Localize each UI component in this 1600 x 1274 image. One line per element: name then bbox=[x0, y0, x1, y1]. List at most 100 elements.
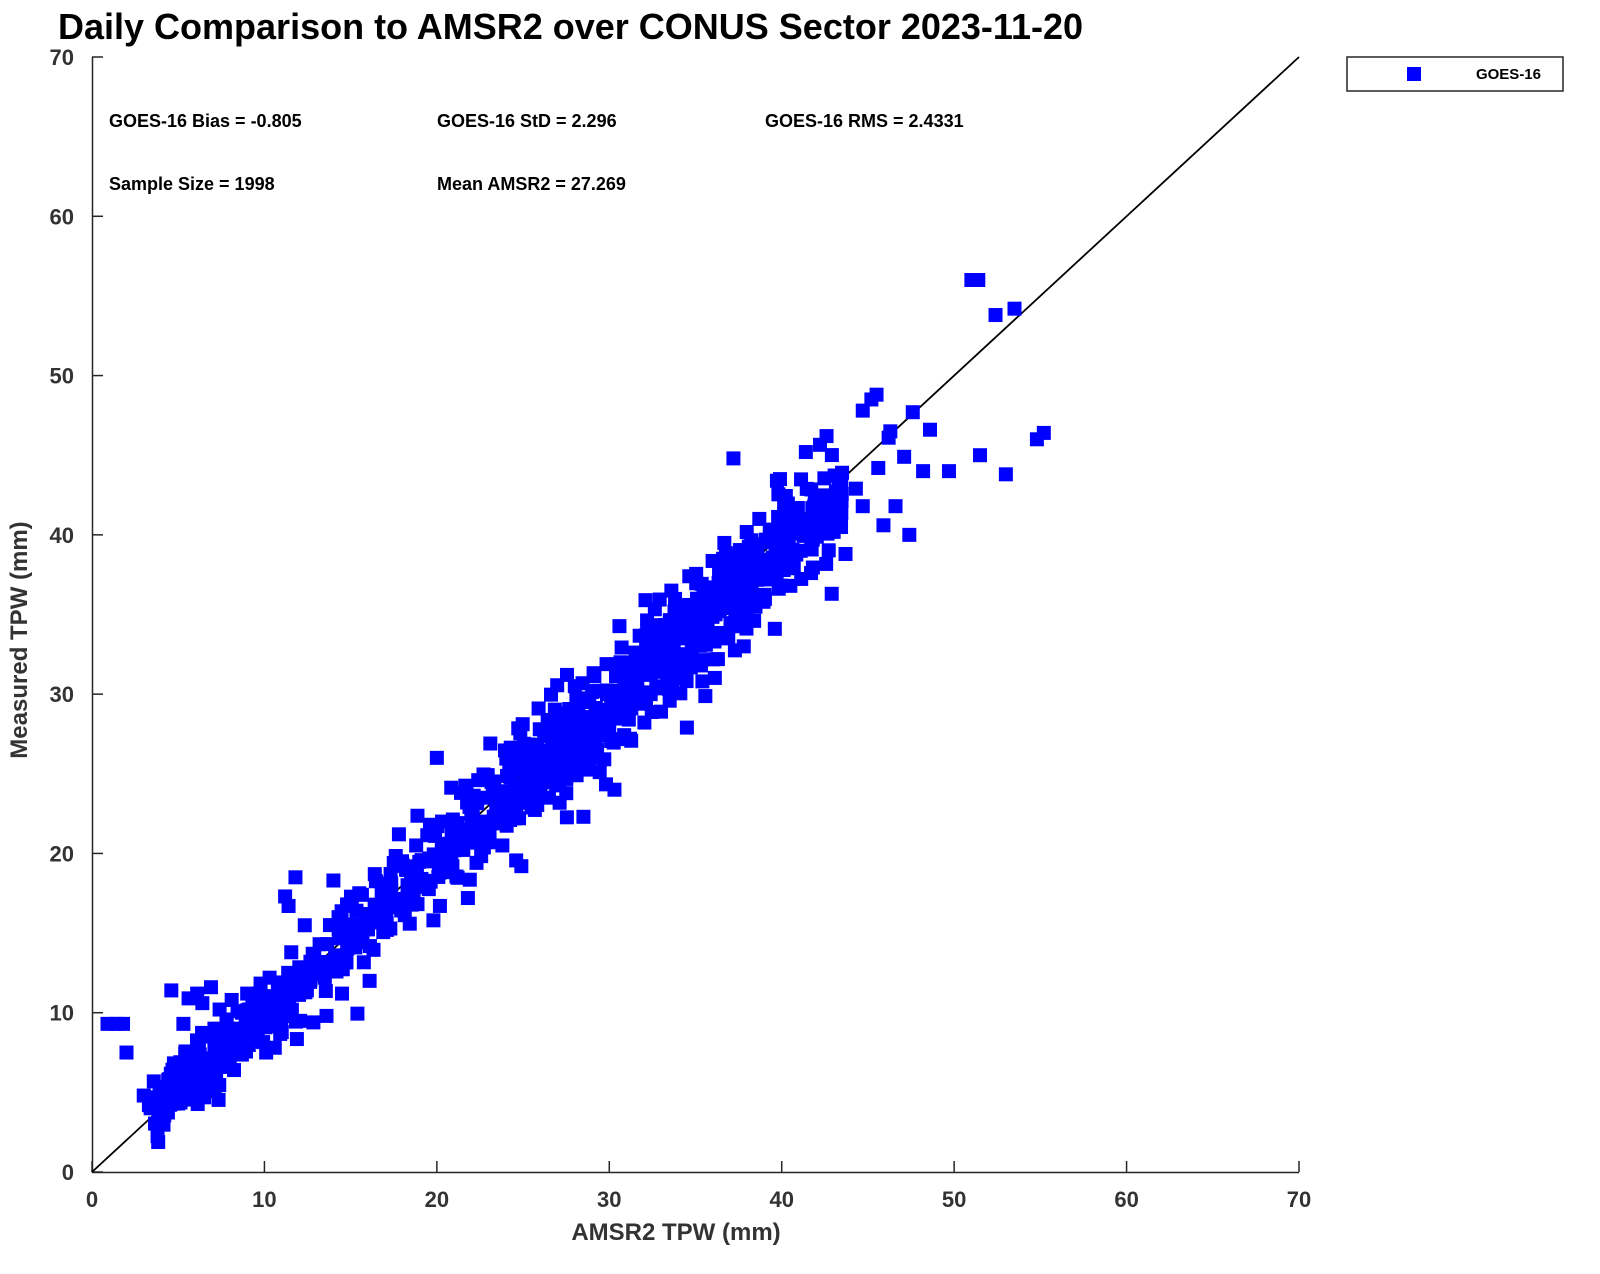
x-tick-label: 40 bbox=[769, 1187, 793, 1212]
data-point bbox=[821, 543, 836, 558]
data-point bbox=[495, 838, 510, 853]
data-point bbox=[676, 610, 691, 625]
stat-std: GOES-16 StD = 2.296 bbox=[437, 111, 617, 131]
data-point bbox=[319, 1008, 334, 1023]
data-point bbox=[288, 870, 303, 885]
data-point bbox=[665, 622, 680, 637]
data-point bbox=[116, 1016, 131, 1031]
data-point bbox=[119, 1045, 134, 1060]
data-point bbox=[723, 617, 738, 632]
data-point bbox=[164, 983, 179, 998]
data-point bbox=[462, 872, 477, 887]
data-point bbox=[211, 1032, 226, 1047]
data-point bbox=[429, 750, 444, 765]
data-point bbox=[204, 1067, 219, 1082]
y-tick-label: 60 bbox=[50, 204, 74, 229]
data-point bbox=[362, 939, 377, 954]
data-point bbox=[412, 854, 427, 869]
data-point bbox=[178, 1044, 193, 1059]
data-point bbox=[916, 464, 931, 479]
data-point bbox=[599, 657, 614, 672]
x-tick-label: 50 bbox=[942, 1187, 966, 1212]
data-point bbox=[621, 712, 636, 727]
data-point bbox=[293, 1013, 308, 1028]
data-point bbox=[354, 887, 369, 902]
data-point bbox=[819, 556, 834, 571]
data-point bbox=[532, 782, 547, 797]
data-point bbox=[598, 710, 613, 725]
data-point bbox=[824, 448, 839, 463]
data-point bbox=[998, 467, 1013, 482]
data-point bbox=[331, 922, 346, 937]
stat-sample-size: Sample Size = 1998 bbox=[109, 174, 275, 194]
data-point bbox=[368, 874, 383, 889]
data-point bbox=[612, 619, 627, 634]
data-point bbox=[774, 578, 789, 593]
data-point bbox=[769, 473, 784, 488]
y-axis-label: Measured TPW (mm) bbox=[6, 521, 33, 758]
data-point bbox=[788, 518, 803, 533]
data-point bbox=[379, 903, 394, 918]
data-point bbox=[537, 728, 552, 743]
data-point bbox=[483, 736, 498, 751]
data-point bbox=[223, 1023, 238, 1038]
data-point bbox=[246, 1013, 261, 1028]
data-point bbox=[805, 560, 820, 575]
data-point bbox=[902, 527, 917, 542]
data-point bbox=[647, 664, 662, 679]
data-point bbox=[493, 816, 508, 831]
data-point bbox=[331, 948, 346, 963]
data-point bbox=[179, 1060, 194, 1075]
data-point bbox=[585, 684, 600, 699]
data-point bbox=[537, 756, 552, 771]
data-point bbox=[383, 921, 398, 936]
data-point bbox=[604, 734, 619, 749]
data-point bbox=[224, 992, 239, 1007]
data-point bbox=[941, 464, 956, 479]
data-point bbox=[758, 532, 773, 547]
data-points bbox=[100, 273, 1051, 1149]
data-point bbox=[404, 875, 419, 890]
data-point bbox=[376, 893, 391, 908]
data-point bbox=[252, 986, 267, 1001]
data-point bbox=[481, 816, 496, 831]
data-point bbox=[614, 640, 629, 655]
data-point bbox=[804, 482, 819, 497]
data-point bbox=[550, 678, 565, 693]
data-point bbox=[731, 592, 746, 607]
data-point bbox=[727, 643, 742, 658]
data-point bbox=[511, 721, 526, 736]
data-point bbox=[289, 1032, 304, 1047]
data-point bbox=[528, 793, 543, 808]
data-point bbox=[212, 1043, 227, 1058]
data-point bbox=[988, 308, 1003, 323]
y-tick-label: 20 bbox=[50, 841, 74, 866]
data-point bbox=[326, 873, 341, 888]
x-tick-label: 70 bbox=[1287, 1187, 1311, 1212]
data-point bbox=[509, 853, 524, 868]
data-point bbox=[685, 637, 700, 652]
data-point bbox=[267, 1040, 282, 1055]
data-point bbox=[297, 918, 312, 933]
data-point bbox=[1007, 301, 1022, 316]
data-point bbox=[599, 687, 614, 702]
data-point bbox=[726, 451, 741, 466]
data-point bbox=[558, 721, 573, 736]
data-point bbox=[303, 974, 318, 989]
data-point bbox=[722, 571, 737, 586]
data-point bbox=[888, 499, 903, 514]
data-point bbox=[458, 778, 473, 793]
x-axis-label: AMSR2 TPW (mm) bbox=[571, 1219, 780, 1246]
data-point bbox=[274, 1025, 289, 1040]
data-point bbox=[671, 663, 686, 678]
data-point bbox=[531, 701, 546, 716]
data-point bbox=[668, 591, 683, 606]
data-point bbox=[207, 1084, 222, 1099]
data-point bbox=[304, 957, 319, 972]
data-point bbox=[698, 624, 713, 639]
y-tick-label: 0 bbox=[62, 1160, 74, 1185]
data-point bbox=[460, 891, 475, 906]
data-point bbox=[639, 646, 654, 661]
data-point bbox=[679, 720, 694, 735]
data-point bbox=[526, 771, 541, 786]
